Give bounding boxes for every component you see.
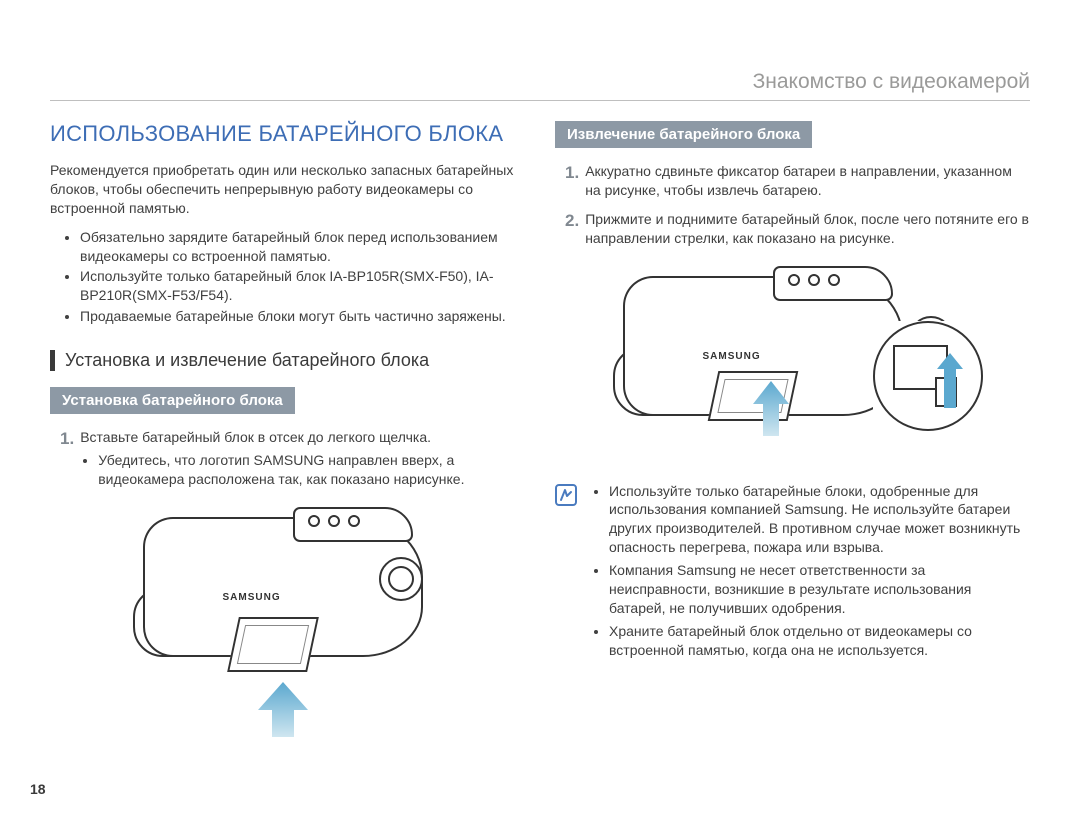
note-item: Используйте только батарейные блоки, одо… xyxy=(609,482,1030,558)
intro-bullets: Обязательно зарядите батарейный блок пер… xyxy=(50,228,525,326)
bullet-item: Продаваемые батарейные блоки могут быть … xyxy=(80,307,525,326)
brand-label: SAMSUNG xyxy=(703,351,761,362)
brand-label: SAMSUNG xyxy=(223,592,281,603)
step-text: Вставьте батарейный блок в отсек до легк… xyxy=(80,429,431,445)
extract-tag: Извлечение батарейного блока xyxy=(555,121,812,148)
latch-arrow-icon xyxy=(937,353,963,413)
bullet-item: Используйте только батарейный блок IA-BP… xyxy=(80,267,525,305)
step-text: Прижмите и поднимите батарейный блок, по… xyxy=(585,210,1030,248)
extract-step-1: 1. Аккуратно сдвиньте фиксатор батареи в… xyxy=(555,162,1030,200)
install-tag: Установка батарейного блока xyxy=(50,387,295,414)
step-text: Аккуратно сдвиньте фиксатор батареи в на… xyxy=(585,162,1030,200)
install-illustration: SAMSUNG xyxy=(50,507,525,707)
step-number: 1. xyxy=(60,428,74,489)
right-column: Извлечение батарейного блока 1. Аккуратн… xyxy=(555,121,1030,707)
inset-detail xyxy=(873,321,983,431)
left-column: ИСПОЛЬЗОВАНИЕ БАТАРЕЙНОГО БЛОКА Рекоменд… xyxy=(50,121,525,707)
note-box: Используйте только батарейные блоки, одо… xyxy=(555,482,1030,664)
subheading: Установка и извлечение батарейного блока xyxy=(50,350,525,371)
note-item: Компания Samsung не несет ответственност… xyxy=(609,561,1030,618)
bullet-item: Обязательно зарядите батарейный блок пер… xyxy=(80,228,525,266)
step-sub-text: Убедитесь, что логотип SAMSUNG направлен… xyxy=(98,451,525,489)
extract-illustration: SAMSUNG xyxy=(555,266,1030,466)
breadcrumb: Знакомство с видеокамерой xyxy=(50,70,1030,101)
insert-arrow-icon xyxy=(258,682,308,742)
step-number: 1. xyxy=(565,162,579,200)
main-heading: ИСПОЛЬЗОВАНИЕ БАТАРЕЙНОГО БЛОКА xyxy=(50,121,525,147)
install-step-1: 1. Вставьте батарейный блок в отсек до л… xyxy=(50,428,525,489)
page-number: 18 xyxy=(30,781,46,797)
note-item: Храните батарейный блок отдельно от виде… xyxy=(609,622,1030,660)
note-icon xyxy=(555,484,577,506)
extract-arrow-icon xyxy=(753,381,789,436)
intro-text: Рекомендуется приобретать один или неско… xyxy=(50,161,525,218)
step-number: 2. xyxy=(565,210,579,248)
extract-step-2: 2. Прижмите и поднимите батарейный блок,… xyxy=(555,210,1030,248)
